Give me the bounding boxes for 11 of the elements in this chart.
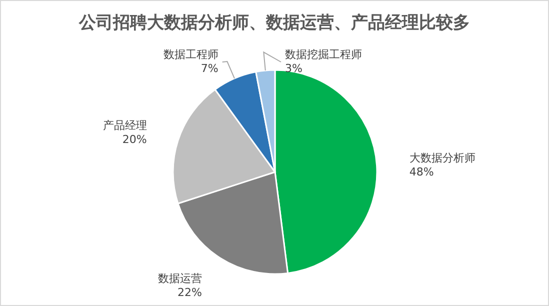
slice-label: 大数据分析师 xyxy=(409,152,476,165)
data-label: 48% xyxy=(409,166,434,179)
chart-title: 公司招聘大数据分析师、数据运营、产品经理比较多 xyxy=(78,13,470,33)
slice-label: 数据运营 xyxy=(158,272,202,285)
slice-label: 数据工程师 xyxy=(163,48,218,61)
slice-label: 数据挖掘工程师 xyxy=(285,48,362,61)
data-label: 7% xyxy=(200,62,218,75)
data-label: 22% xyxy=(177,286,202,299)
slice-label: 产品经理 xyxy=(102,119,147,132)
data-label: 20% xyxy=(122,133,147,146)
data-label: 3% xyxy=(285,62,302,75)
